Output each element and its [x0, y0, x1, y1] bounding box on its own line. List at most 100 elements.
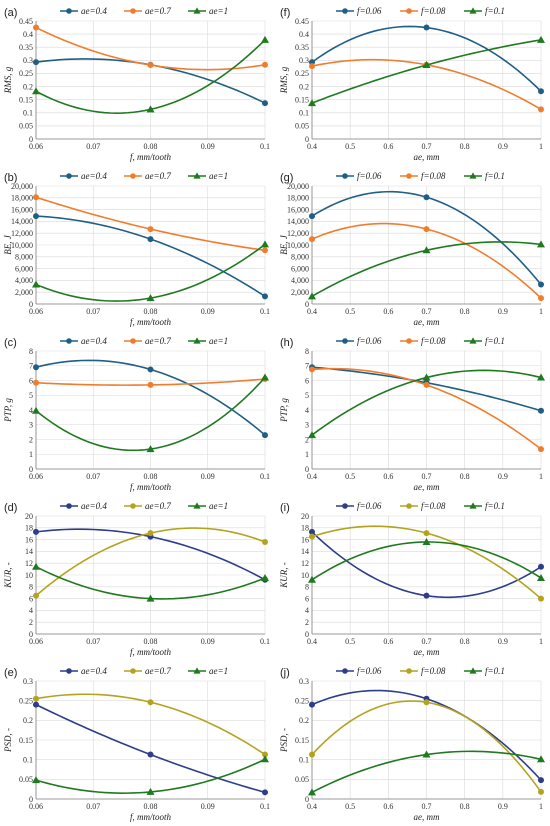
x-tick-label: 0.1 [260, 802, 270, 811]
data-point [33, 701, 39, 708]
x-tick-label: 0.09 [201, 802, 215, 811]
data-point [308, 292, 316, 300]
legend-label: ae=0.4 [81, 171, 107, 181]
data-point [33, 695, 39, 702]
y-tick-label: 0.05 [295, 775, 309, 784]
data-point [261, 755, 269, 763]
legend-marker [342, 338, 348, 344]
data-point [423, 530, 430, 537]
y-tick-label: 0.25 [295, 696, 309, 705]
data-point [146, 594, 155, 602]
legend-item: ae=1 [188, 171, 228, 181]
chart-panel-e: (e) 0 0.05 0.1 0.15 0.2 0.25 0.3 0.06 0.07 0.08 0.0… [2, 662, 272, 822]
x-axis-title: f, mm/tooth [130, 647, 172, 657]
data-point [423, 24, 430, 31]
panel-letter: (j) [280, 667, 290, 679]
y-axis-title: PTP, g [279, 398, 289, 423]
data-point [33, 592, 39, 599]
data-point [146, 105, 155, 113]
data-point [32, 87, 40, 95]
y-axis-title: PSD, - [279, 728, 289, 753]
legend-marker [469, 337, 477, 344]
legend-marker [66, 503, 72, 509]
x-tick-label: 0.5 [345, 142, 355, 151]
x-tick-label: 0.9 [498, 472, 508, 481]
x-tick-label: 0.07 [86, 142, 100, 151]
y-tick-label: 2 [305, 435, 309, 444]
legend-marker [469, 172, 477, 179]
legend-marker [406, 8, 412, 14]
y-tick-label: 2 [29, 618, 33, 627]
legend-item: f=0.1 [464, 501, 505, 511]
y-tick-label: 18,000 [287, 194, 309, 203]
legend-item: ae=0.7 [124, 171, 171, 181]
x-tick-label: 0.9 [498, 637, 508, 646]
y-tick-label: 0.4 [299, 30, 309, 39]
data-point [538, 295, 544, 302]
x-tick-label: 0.7 [422, 472, 432, 481]
legend-item: f=0.06 [336, 501, 382, 511]
legend-marker [66, 338, 72, 344]
legend-label: f=0.1 [485, 336, 505, 346]
data-point [261, 573, 269, 581]
legend-label: ae=1 [209, 666, 228, 676]
x-tick-label: 0.09 [201, 637, 215, 646]
legend-marker [66, 668, 72, 674]
x-tick-label: 0.1 [260, 637, 270, 646]
x-tick-label: 0.4 [307, 802, 317, 811]
y-tick-label: 4 [305, 606, 309, 615]
y-tick-label: 0.3 [299, 56, 309, 65]
x-tick-label: 0.09 [201, 307, 215, 316]
legend-marker [130, 338, 136, 344]
y-tick-label: 0 [29, 630, 33, 639]
data-point [538, 788, 544, 795]
data-point [537, 755, 545, 763]
data-point [308, 788, 316, 796]
panel-letter: (c) [4, 337, 17, 349]
y-tick-label: 6 [305, 376, 309, 385]
x-axis-title: f, mm/tooth [130, 812, 172, 822]
legend-item: f=0.1 [464, 171, 505, 181]
legend-item: ae=0.4 [60, 336, 107, 346]
y-tick-label: 0.15 [295, 736, 309, 745]
y-tick-label: 2,000 [291, 288, 309, 297]
data-point [262, 538, 268, 545]
x-tick-label: 1 [539, 307, 543, 316]
data-point [262, 247, 268, 254]
data-point [262, 100, 268, 107]
y-tick-label: 2 [29, 435, 33, 444]
legend-item: f=0.08 [400, 666, 446, 676]
legend-marker [193, 502, 201, 509]
x-tick-label: 0.9 [498, 307, 508, 316]
y-tick-label: 0 [305, 300, 309, 309]
x-tick-label: 1 [539, 142, 543, 151]
legend-item: ae=0.7 [124, 501, 171, 511]
y-tick-label: 20 [301, 512, 309, 521]
y-tick-label: 4 [29, 606, 33, 615]
x-axis-title: f, mm/tooth [130, 152, 172, 162]
legend-label: ae=0.4 [81, 6, 107, 16]
x-tick-label: 0.4 [307, 307, 317, 316]
panel-letter: (f) [280, 7, 290, 19]
y-tick-label: 10 [25, 571, 33, 580]
x-tick-label: 0.7 [422, 802, 432, 811]
data-point [147, 226, 154, 233]
data-point [32, 280, 40, 288]
data-point [309, 533, 315, 540]
data-point [309, 701, 315, 708]
legend-item: ae=1 [188, 666, 228, 676]
data-point [538, 563, 544, 570]
panel-letter: (g) [280, 172, 293, 184]
x-tick-label: 0.08 [144, 637, 158, 646]
y-tick-label: 20,000 [11, 182, 33, 191]
y-tick-label: 4,000 [291, 276, 309, 285]
y-tick-label: 0 [305, 630, 309, 639]
y-tick-label: 16 [301, 535, 309, 544]
legend-label: f=0.08 [421, 336, 446, 346]
legend-label: ae=1 [209, 6, 228, 16]
y-tick-label: 10,000 [287, 241, 309, 250]
y-axis-title: RMS, g [3, 66, 13, 94]
legend-label: ae=0.7 [145, 171, 171, 181]
legend-item: f=0.06 [336, 6, 382, 16]
legend-label: ae=0.4 [81, 666, 107, 676]
